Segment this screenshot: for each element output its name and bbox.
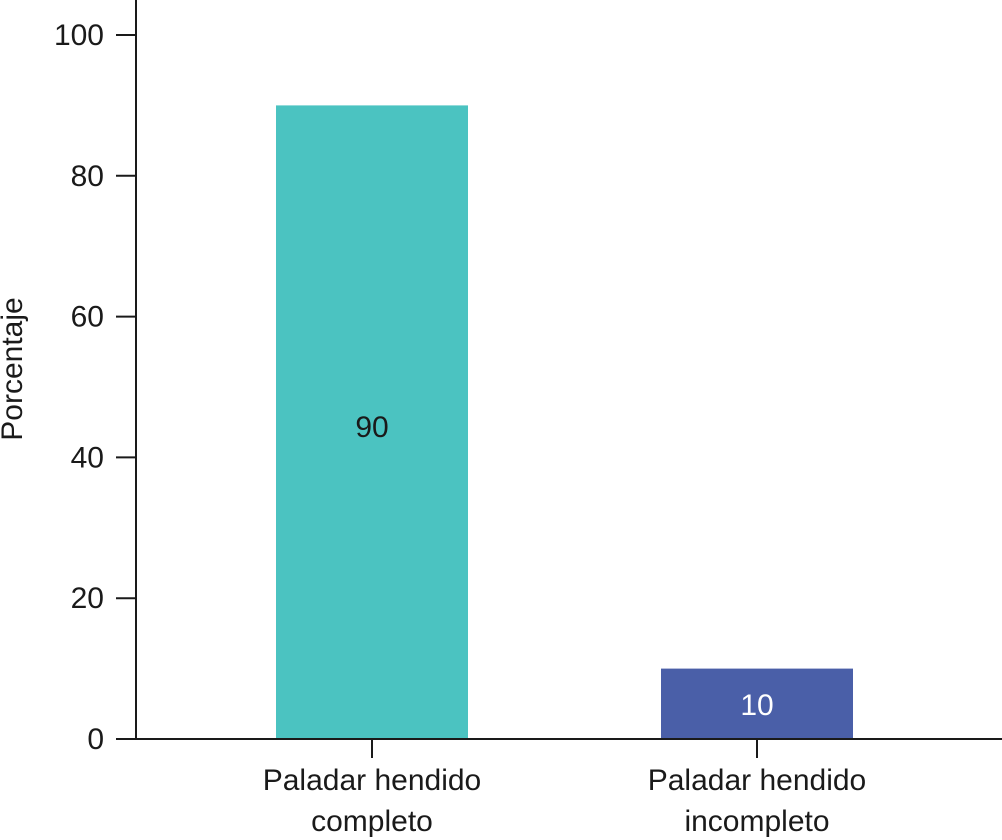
bars: 90 10 [276,105,853,739]
data-label: 10 [740,689,773,722]
x-tick-label: completo [311,805,433,838]
x-axis: Paladar hendido completo Paladar hendido in… [116,738,1002,838]
x-tick-label: Paladar hendido [648,764,867,797]
y-axis: 0 20 40 60 80 100 [54,0,137,756]
y-tick-label: 40 [71,441,104,474]
y-tick-label: 80 [71,160,104,193]
bar [276,105,468,739]
x-tick-label: Paladar hendido [263,764,482,797]
y-tick-label: 100 [54,19,104,52]
y-tick-label: 20 [71,582,104,615]
y-tick-label: 60 [71,301,104,334]
x-tick-label: incompleto [684,805,829,838]
data-label: 90 [355,411,388,444]
y-tick-label: 0 [87,723,104,756]
bar [661,668,853,739]
y-axis-title: Porcentaje [0,297,29,440]
